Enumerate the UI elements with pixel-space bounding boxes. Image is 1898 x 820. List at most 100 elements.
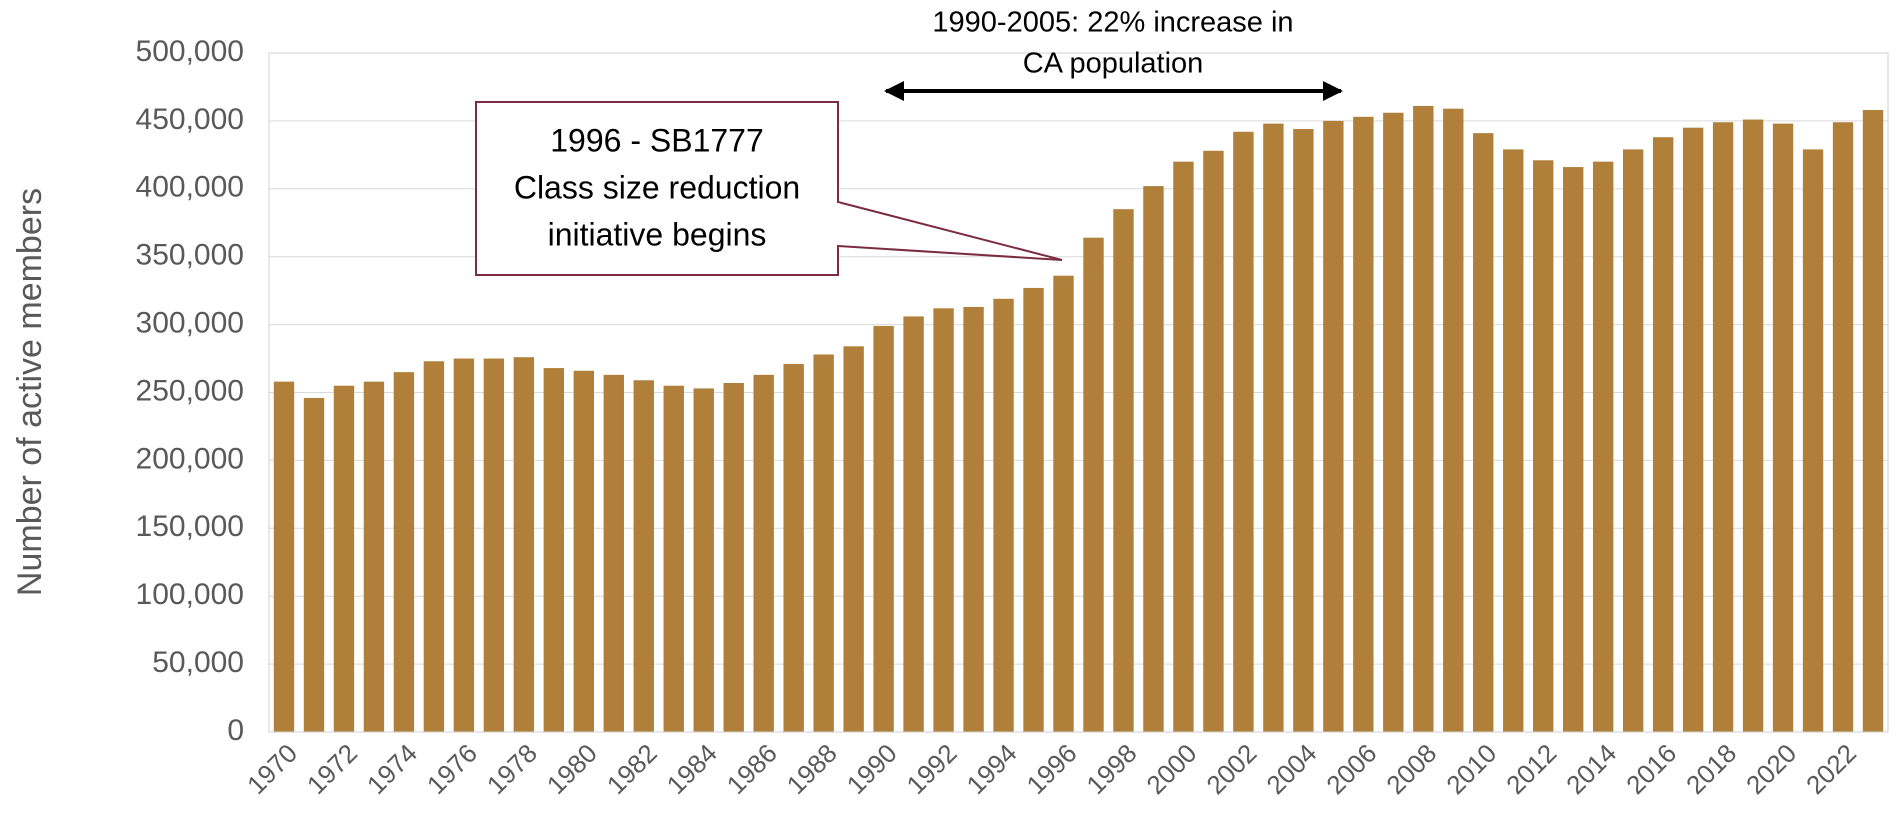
- bar: [1742, 119, 1764, 733]
- y-tick-label: 250,000: [136, 374, 244, 407]
- bar: [843, 346, 864, 732]
- y-tick-label: 450,000: [136, 103, 244, 136]
- bar: [783, 363, 804, 732]
- bar: [1802, 149, 1824, 733]
- callout-box: [475, 101, 839, 276]
- x-tick-label: 1990: [841, 738, 903, 800]
- x-tick-label: 1992: [901, 738, 963, 800]
- bar: [753, 374, 774, 732]
- bar: [1023, 287, 1044, 732]
- x-tick-label: 1972: [301, 738, 363, 800]
- callout-text: Class size reduction: [514, 169, 800, 205]
- plot-frame: [268, 52, 1889, 733]
- bar: [723, 382, 744, 732]
- bar: [963, 306, 984, 732]
- bar: [1293, 129, 1314, 733]
- x-tick-label: 1978: [481, 738, 543, 800]
- x-tick-label: 2002: [1200, 738, 1262, 800]
- x-tick-label: 1970: [241, 738, 303, 800]
- x-tick-label: 1986: [721, 738, 783, 800]
- x-tick-label: 2018: [1680, 738, 1742, 800]
- bar: [273, 381, 295, 732]
- bar: [1592, 161, 1614, 732]
- bar: [1682, 127, 1704, 732]
- x-tick-label: 2016: [1620, 738, 1682, 800]
- bar: [1473, 133, 1494, 732]
- bar: [1173, 161, 1194, 732]
- bar: [1652, 137, 1674, 733]
- bar: [1323, 120, 1344, 732]
- x-tick-label: 1982: [601, 738, 663, 800]
- x-tick-label: 2012: [1500, 738, 1562, 800]
- x-tick-label: 2020: [1740, 738, 1802, 800]
- y-axis-label: Number of active members: [11, 188, 49, 596]
- bar: [1053, 275, 1074, 732]
- y-tick-label: 100,000: [136, 578, 244, 611]
- bar: [693, 388, 714, 732]
- x-tick-label: 2004: [1260, 738, 1322, 800]
- y-tick-label: 300,000: [136, 307, 244, 340]
- x-tick-label: 1998: [1080, 738, 1142, 800]
- bar: [1383, 112, 1404, 732]
- bar: [483, 358, 505, 732]
- bar: [333, 385, 355, 732]
- bar: [1143, 186, 1164, 733]
- callout-text: 1996 - SB1777: [550, 122, 764, 158]
- bar: [453, 358, 475, 732]
- x-tick-label: 1994: [961, 738, 1023, 800]
- bar: [1263, 123, 1284, 733]
- bar: [1622, 149, 1644, 733]
- y-tick-label: 500,000: [136, 35, 244, 68]
- bar: [603, 374, 624, 732]
- bars: [273, 105, 1884, 733]
- callout-pointer: [837, 201, 1063, 261]
- bar: [873, 325, 894, 732]
- y-tick-label: 150,000: [136, 510, 244, 543]
- bar: [363, 381, 385, 732]
- bar: [573, 370, 594, 732]
- x-tick-label: 1974: [361, 738, 423, 800]
- bar: [513, 357, 535, 732]
- bar: [1712, 122, 1734, 733]
- bar: [1113, 209, 1134, 733]
- x-tick-label: 1980: [541, 738, 603, 800]
- bar: [423, 361, 445, 732]
- bar: [393, 372, 415, 732]
- bar: [1772, 123, 1794, 733]
- bar: [1862, 110, 1884, 732]
- bar: [1413, 105, 1434, 733]
- bar: [933, 308, 954, 732]
- bar: [1203, 150, 1224, 732]
- bar: [1443, 108, 1464, 733]
- annotation-text: CA population: [1023, 48, 1204, 80]
- x-tick-label: 1984: [661, 738, 723, 800]
- y-tick-label: 200,000: [136, 442, 244, 475]
- x-tick-label: 2008: [1380, 738, 1442, 800]
- x-tick-label: 2010: [1440, 738, 1502, 800]
- x-tick-label: 2014: [1560, 738, 1622, 800]
- x-tick-label: 1996: [1020, 738, 1082, 800]
- y-tick-label: 0: [227, 714, 244, 747]
- bar: [993, 298, 1014, 732]
- x-tick-label: 2022: [1800, 738, 1862, 800]
- bar: [633, 380, 654, 732]
- y-tick-label: 400,000: [136, 171, 244, 204]
- bar: [1083, 237, 1104, 733]
- bar: [543, 368, 565, 732]
- callout-text: initiative begins: [548, 216, 767, 252]
- bar: [903, 316, 924, 732]
- y-tick-label: 350,000: [136, 239, 244, 272]
- bar: [1503, 149, 1524, 733]
- bar: [1233, 131, 1254, 732]
- bar: [813, 354, 834, 732]
- x-tick-label: 1976: [421, 738, 483, 800]
- x-tick-label: 2006: [1320, 738, 1382, 800]
- annotation-text: 1990-2005: 22% increase in: [932, 7, 1293, 39]
- bar: [303, 397, 325, 732]
- x-tick-label: 2000: [1140, 738, 1202, 800]
- y-tick-label: 50,000: [152, 646, 244, 679]
- x-tick-label: 1988: [781, 738, 843, 800]
- bar: [1353, 116, 1374, 733]
- bar: [663, 385, 684, 732]
